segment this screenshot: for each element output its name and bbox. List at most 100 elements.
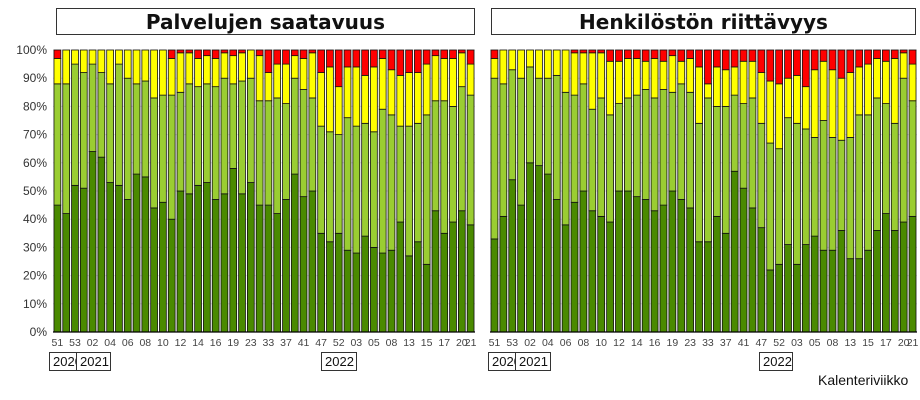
bar-segment — [405, 49, 413, 73]
bar-segment — [431, 100, 440, 212]
bar-segment — [730, 49, 739, 68]
bar-segment — [588, 210, 597, 333]
bar-segment — [686, 207, 695, 333]
bar-segment — [881, 49, 890, 62]
bar-segment — [828, 137, 837, 251]
bar-segment — [106, 182, 114, 333]
y-tick-label: 100% — [16, 43, 47, 57]
bar-segment — [317, 232, 325, 333]
bar-segment — [881, 103, 890, 214]
bar-segment — [308, 97, 317, 192]
y-tick-label: 40% — [23, 212, 47, 226]
bar-segment — [264, 100, 273, 206]
bar-segment — [650, 210, 659, 333]
bar-segment — [273, 213, 282, 333]
bar-segment — [150, 49, 158, 99]
bar-segment — [624, 190, 632, 333]
bar-segment — [238, 52, 246, 82]
bar-segment — [881, 60, 890, 104]
bar-segment — [405, 72, 413, 127]
bar-segment — [855, 114, 864, 260]
bar-segment — [535, 49, 543, 79]
bar-segment — [132, 83, 141, 175]
bar-segment — [712, 106, 721, 217]
bar-segment — [615, 190, 623, 333]
x-tick-label: 47 — [755, 337, 767, 349]
bar-segment — [757, 72, 766, 124]
bar-segment — [194, 49, 202, 59]
bar-segment — [457, 49, 466, 54]
bar-segment — [255, 55, 264, 102]
x-tick-label: 13 — [403, 337, 415, 349]
bar-segment — [123, 199, 132, 333]
bar-segment — [167, 58, 176, 96]
bar-segment — [819, 49, 828, 62]
x-tick-label: 23 — [245, 337, 257, 349]
bar-segment — [246, 77, 255, 183]
bar-segment — [141, 49, 150, 82]
bar-segment — [668, 55, 677, 93]
bar-segment — [766, 269, 775, 333]
chart-title-left: Palvelujen saatavuus — [56, 8, 475, 35]
bar-segment — [466, 49, 475, 65]
bar-segment — [457, 52, 466, 88]
bar-segment — [864, 49, 872, 65]
bar-segment — [282, 49, 290, 65]
bar-segment — [132, 173, 141, 333]
bar-segment — [71, 63, 79, 186]
bar-segment — [695, 66, 703, 124]
bar-segment — [668, 91, 677, 192]
bar-segment — [220, 52, 229, 79]
bar-segment — [721, 106, 730, 234]
bar-segment — [97, 156, 106, 333]
bar-segment — [677, 49, 686, 62]
bar-segment — [238, 80, 246, 195]
x-tick-label: 08 — [578, 337, 590, 349]
bar-segment — [890, 122, 899, 231]
bar-segment — [695, 122, 703, 243]
bar-segment — [686, 49, 695, 59]
year-label-2021-right: 2021 — [515, 352, 551, 371]
x-tick-label: 37 — [280, 337, 292, 349]
bar-segment — [273, 49, 282, 65]
bar-segment — [801, 128, 810, 245]
bar-segment — [449, 58, 457, 107]
bar-segment — [361, 49, 369, 76]
bar-segment — [115, 63, 123, 186]
bar-segment — [535, 77, 543, 167]
bar-segment — [499, 83, 508, 217]
bar-segment — [552, 199, 561, 333]
bar-segment — [141, 80, 150, 178]
bar-segment — [686, 58, 695, 93]
bar-segment — [677, 83, 686, 200]
x-tick-label: 17 — [438, 337, 450, 349]
bar-segment — [819, 120, 828, 251]
bar-segment — [449, 221, 457, 333]
bar-segment — [378, 49, 387, 59]
bar-segment — [606, 114, 614, 223]
bar-segment — [624, 97, 632, 192]
y-tick-label: 30% — [23, 240, 47, 254]
bar-segment — [899, 49, 908, 54]
bar-segment — [203, 83, 211, 183]
x-tick-label: 41 — [738, 337, 750, 349]
bar-segment — [185, 49, 194, 54]
bar-segment — [721, 232, 730, 333]
bar-segment — [624, 58, 632, 99]
bar-segment — [466, 94, 475, 226]
bar-segment — [766, 142, 775, 271]
bar-segment — [466, 63, 475, 96]
bar-segment — [176, 52, 185, 93]
bar-segment — [308, 52, 317, 99]
bar-segment — [185, 193, 194, 333]
bar-segment — [890, 230, 899, 333]
x-tick-label: 16 — [210, 337, 222, 349]
bar-segment — [846, 72, 855, 138]
bar-segment — [597, 215, 606, 333]
bar-segment — [801, 49, 810, 88]
bar-segment — [273, 97, 282, 214]
bar-segment — [79, 49, 88, 73]
bar-segment — [246, 49, 255, 79]
bar-segment — [739, 49, 748, 62]
